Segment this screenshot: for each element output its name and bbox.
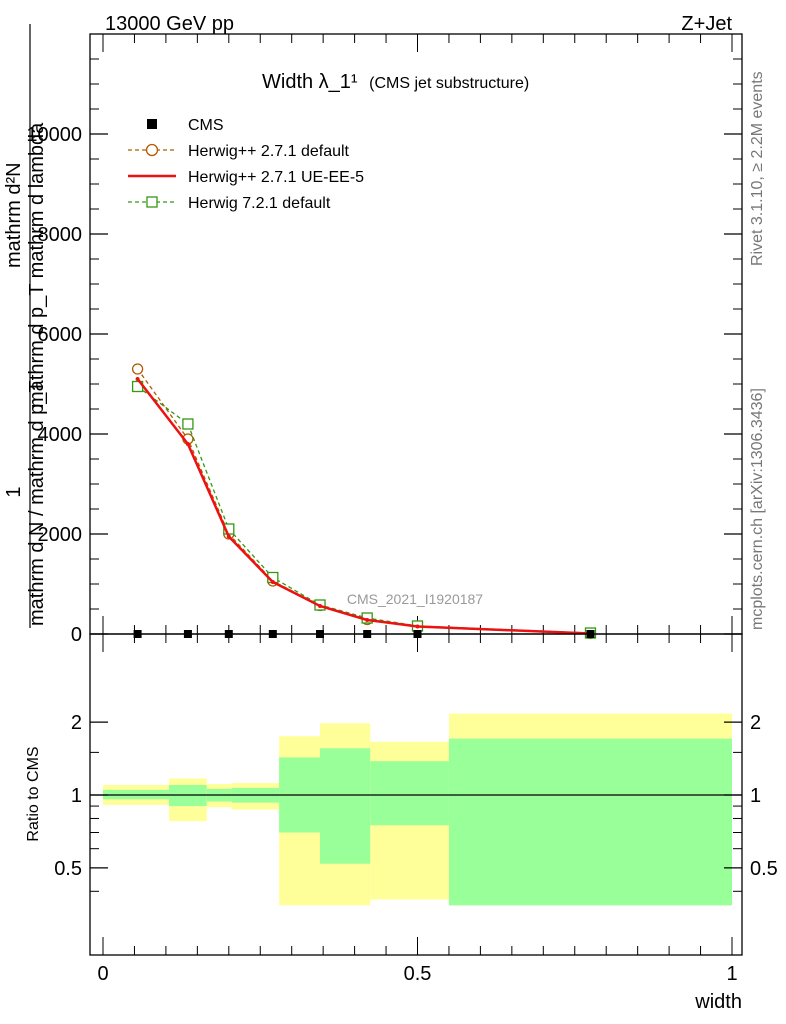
ratio-bands: [103, 713, 732, 906]
x-tick-label: 0: [97, 963, 108, 985]
main-plot-watermark: CMS_2021_I1920187: [347, 591, 483, 607]
legend: CMS Herwig++ 2.7.1 default Herwig++ 2.7.…: [128, 117, 364, 212]
legend-cms-marker: [147, 119, 157, 129]
ratio-y-tick-label: 1: [71, 785, 82, 807]
band-green: [370, 761, 449, 826]
ratio-plot-y-ticks: 0.5 0.5 1 1 2 2: [54, 712, 778, 892]
top-y-label-numerator-2: mathrm d p_T mathrm d lambda: [26, 122, 48, 408]
legend-herwig-ueee5-label: Herwig++ 2.7.1 UE-EE-5: [188, 169, 364, 186]
top-y-label-denominator: mathrm d N / mathrm d p_T: [26, 380, 48, 626]
ratio-y-tick-label-right: 2: [750, 712, 761, 734]
y-tick-label: 4000: [38, 424, 83, 446]
top-y-label-one: 1: [3, 486, 25, 497]
ratio-y-tick-label: 2: [71, 712, 82, 734]
herwig-ueee5-point: [415, 624, 420, 629]
plot-title-main: Width λ_1¹: [262, 71, 358, 93]
y-tick-label: 8000: [38, 224, 83, 246]
band-green: [448, 738, 732, 906]
y-tick-label: 6000: [38, 324, 83, 346]
ratio-y-tick-label-right: 1: [750, 785, 761, 807]
band-green: [320, 748, 371, 864]
herwig-default-point: [131, 363, 144, 375]
main-plot: 0 2000 4000 6000 8000 10000 CMS_2021_I1920187…: [26, 33, 743, 646]
herwig-ueee5-point: [270, 580, 275, 584]
legend-herwig-default-label: Herwig++ 2.7.1 default: [188, 143, 350, 160]
herwig-ueee5-point: [185, 442, 190, 446]
x-tick-label: 1: [726, 963, 737, 985]
herwig721-point: [182, 418, 194, 430]
herwig-ueee5-point: [226, 534, 231, 539]
legend-herwig721-marker: [146, 196, 158, 208]
ratio-y-tick-label: 0.5: [54, 858, 82, 880]
ratio-plot-x-ticks: 0 0.5 1: [97, 634, 738, 985]
top-y-label: 1 mathrm d N / mathrm d p_T mathrm d²N m…: [3, 24, 48, 628]
header-right: Z+Jet: [681, 13, 732, 35]
legend-cms-label: CMS: [188, 117, 224, 134]
x-tick-label: 0.5: [404, 963, 432, 985]
y-tick-label: 0: [71, 624, 82, 646]
rivet-label: Rivet 3.1.10, ≥ 2.2M events: [749, 71, 766, 266]
x-axis-label: width: [694, 991, 742, 1013]
ratio-y-tick-label-right: 0.5: [750, 858, 778, 880]
top-y-label-numerator-1: mathrm d²N: [3, 162, 25, 268]
plot-subtitle: (CMS jet substructure): [369, 75, 529, 92]
header-left: 13000 GeV pp: [105, 13, 234, 35]
herwig-ueee5-point: [365, 618, 370, 622]
y-tick-label: 10000: [26, 124, 82, 146]
main-plot-y-ticks: 0 2000 4000 6000 8000 10000: [26, 58, 742, 646]
herwig-ueee5-point: [318, 604, 323, 608]
y-tick-label: 2000: [38, 524, 83, 546]
mcplots-label: mcplots.cern.ch [arXiv:1306.3436]: [749, 388, 766, 630]
ratio-plot: 0.5 0.51 12 2 0 0.5 1 Ratio to CMS width: [25, 633, 778, 1013]
plot-title: Width λ_1¹ (CMS jet substructure): [262, 71, 529, 93]
herwig-ueee5-point: [135, 377, 140, 381]
main-plot-x-ticks: [102, 34, 733, 634]
ratio-y-label: Ratio to CMS: [25, 746, 42, 841]
legend-herwig-default-marker: [145, 143, 159, 157]
series-line-2: [136, 378, 591, 635]
legend-herwig721-label: Herwig 7.2.1 default: [188, 195, 331, 212]
